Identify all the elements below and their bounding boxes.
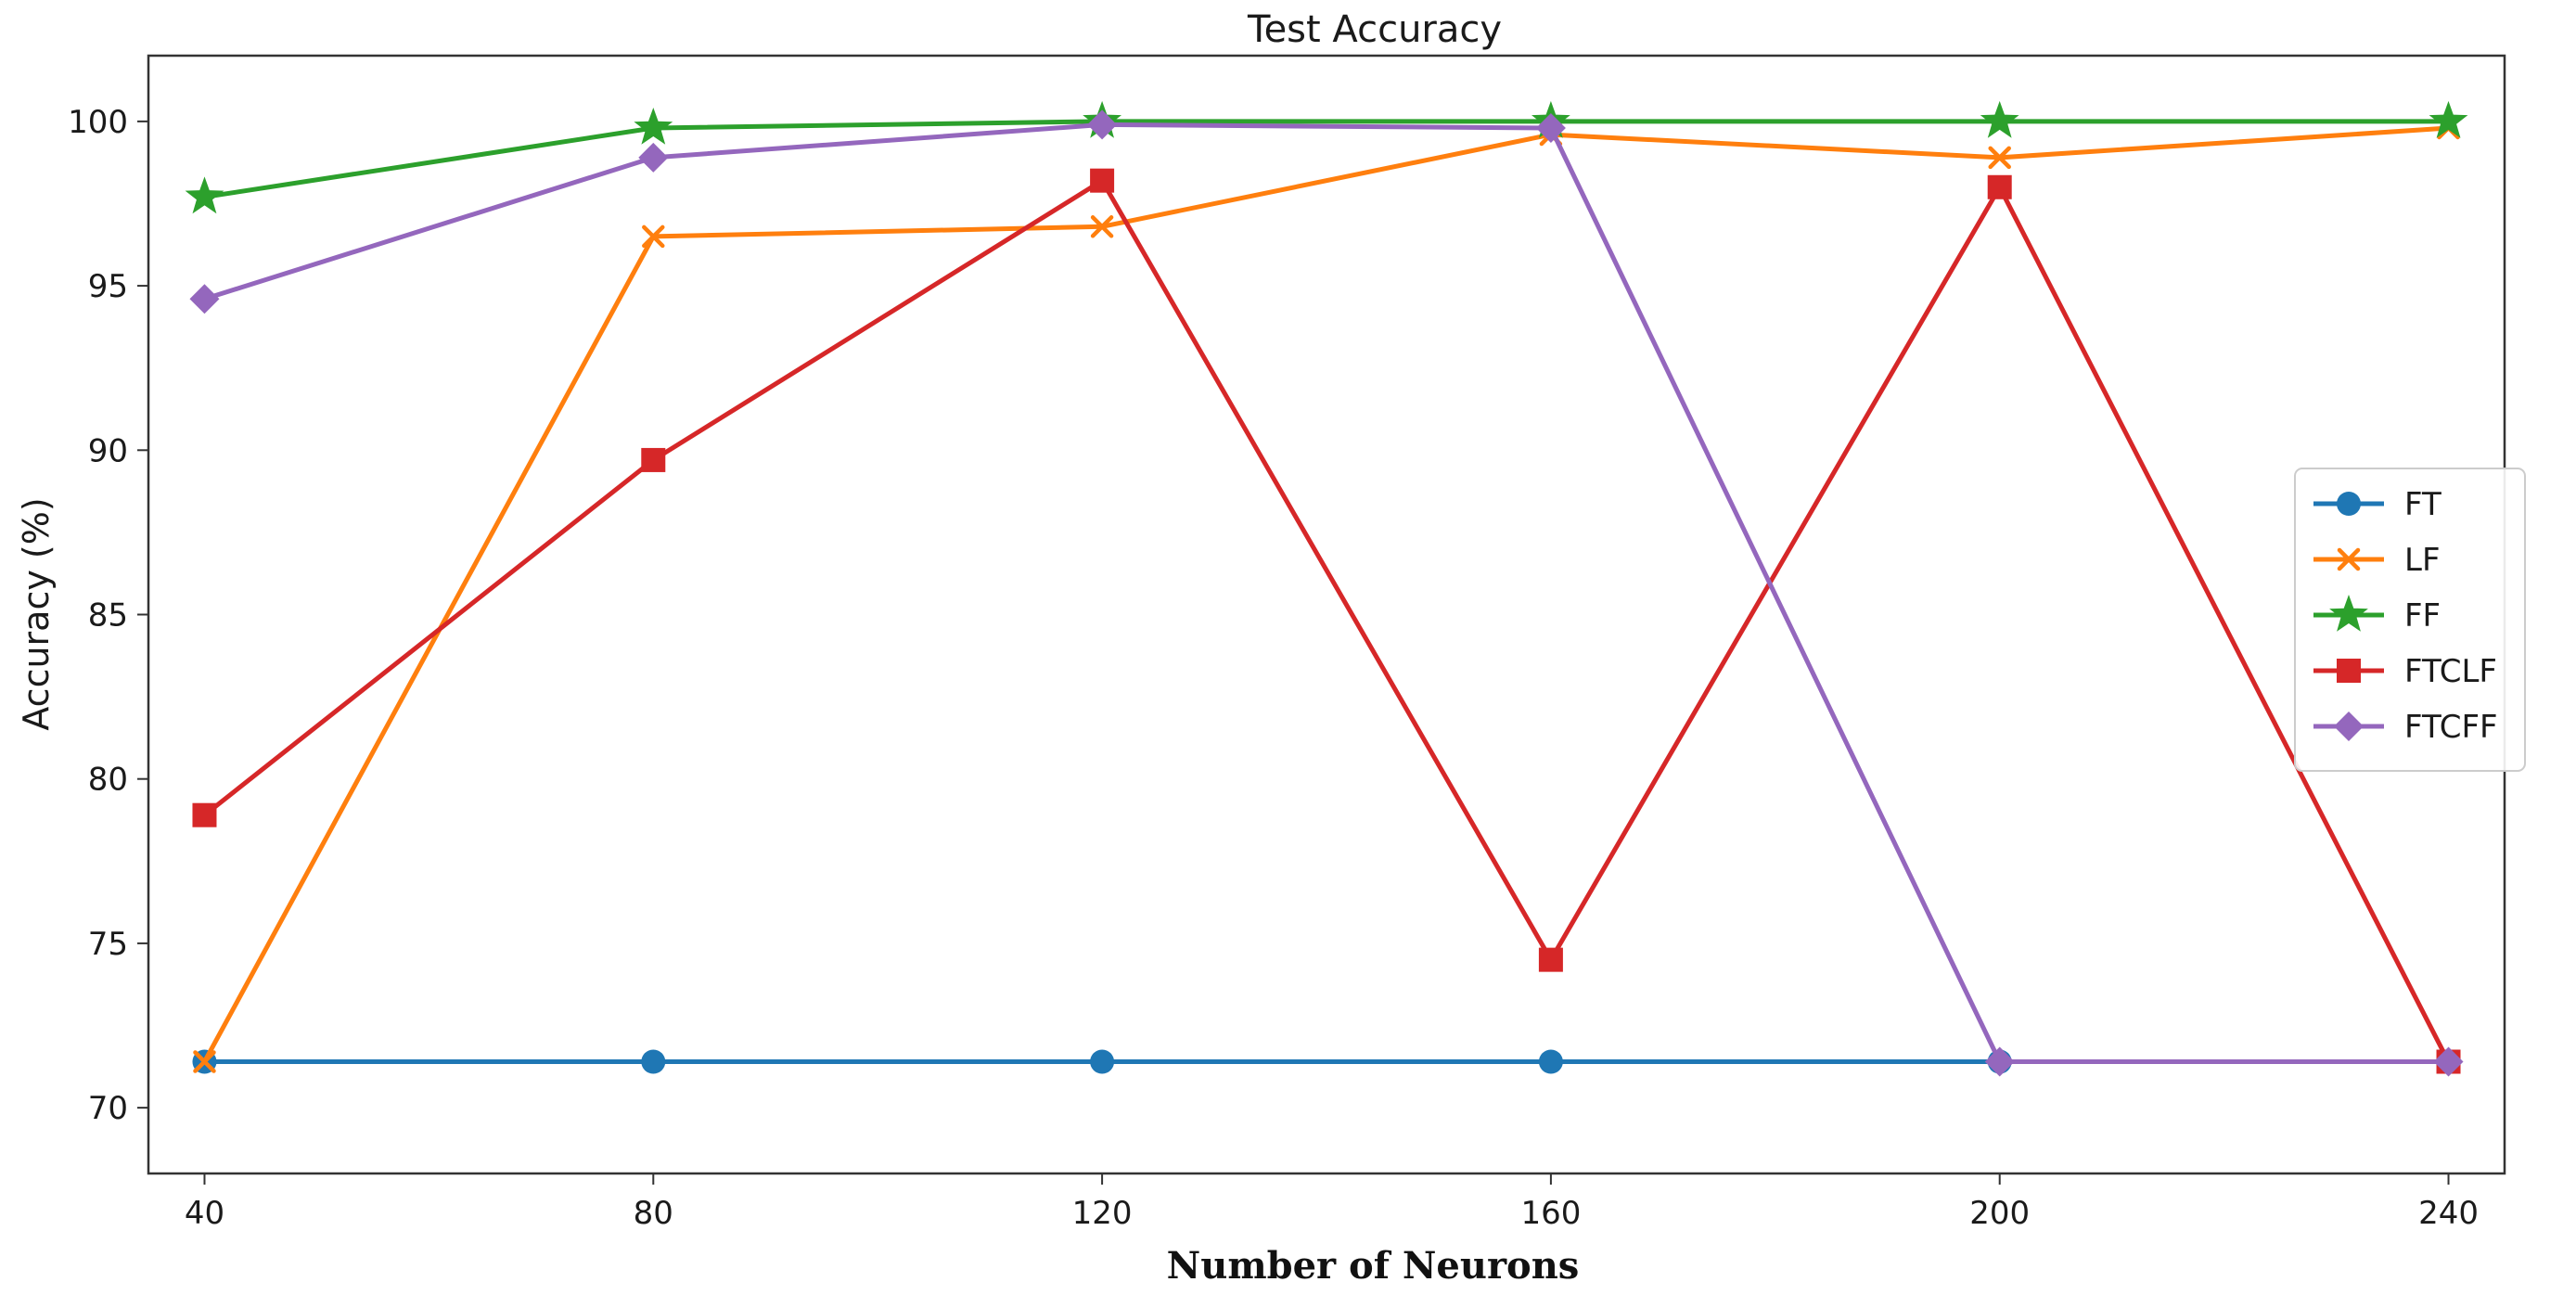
data-point-lf: [193, 1050, 216, 1073]
series-layer: [185, 100, 2468, 1077]
legend-item-ftcff: FTCFF: [2313, 709, 2498, 746]
series-line-ftcff: [203, 122, 2449, 1064]
x-tick-label: 80: [634, 1195, 673, 1232]
x-tick-label: 200: [1969, 1195, 2030, 1232]
chart-title: Test Accuracy: [1247, 8, 1502, 51]
legend-box: [2294, 468, 2526, 772]
data-point-ftcff: [638, 142, 669, 173]
y-tick-label: 100: [68, 104, 128, 141]
data-point-ftclf: [1538, 947, 1563, 972]
data-point-ftclf: [1987, 174, 2012, 199]
plot-frame: [147, 54, 2506, 1175]
data-point-ftcff: [1535, 112, 1566, 143]
x-axis-label: Number of Neurons: [1167, 1244, 1580, 1288]
data-point-ff: [185, 176, 224, 214]
legend-label: FTCFF: [2404, 709, 2498, 746]
data-point-ftclf: [1090, 168, 1115, 193]
y-axis-label: Accuracy (%): [16, 497, 57, 730]
legend-swatch-marker: [2337, 547, 2361, 571]
data-point-ftclf: [192, 802, 217, 827]
data-point-lf: [1090, 215, 1114, 238]
y-tick-label: 70: [88, 1090, 128, 1127]
series-ftcff: [189, 109, 2464, 1077]
legend-item-ft: FT: [2313, 486, 2441, 523]
series-lf: [193, 116, 2460, 1073]
y-axis: 70 75 80 85 90 95 100: [68, 104, 148, 1127]
y-tick-label: 75: [88, 926, 128, 963]
x-axis: 40 80 120 160 200 240: [185, 1173, 2479, 1232]
data-point-ft: [1090, 1049, 1115, 1074]
series-line-ff: [204, 119, 2449, 199]
x-tick-label: 240: [2418, 1195, 2479, 1232]
data-point-ff: [1980, 100, 2019, 138]
y-tick-label: 95: [88, 268, 128, 305]
data-point-ff: [2429, 100, 2468, 138]
x-tick-label: 120: [1072, 1195, 1133, 1232]
series-line-lf: [202, 125, 2449, 1063]
legend-swatch-marker: [2334, 712, 2364, 741]
y-tick-label: 90: [88, 432, 128, 469]
x-tick-label: 160: [1520, 1195, 1581, 1232]
data-point-lf: [642, 224, 665, 249]
legend-label: LF: [2404, 542, 2441, 579]
legend-item-ftclf: FTCLF: [2313, 653, 2497, 690]
legend-item-ff: FF: [2313, 595, 2441, 635]
legend-item-lf: LF: [2313, 542, 2441, 579]
data-point-lf: [1988, 146, 2011, 170]
data-point-ftcff: [1087, 109, 1118, 140]
legend-label: FT: [2404, 486, 2441, 523]
data-point-ftcff: [1984, 1046, 2015, 1077]
data-point-ft: [1538, 1049, 1563, 1074]
data-point-ft: [641, 1049, 666, 1074]
legend-label: FTCLF: [2404, 653, 2497, 690]
data-point-ff: [634, 108, 673, 145]
data-point-ftcff: [189, 284, 220, 314]
legend-label: FF: [2404, 597, 2441, 635]
series-line-ftclf: [202, 178, 2451, 1063]
data-point-ftclf: [641, 447, 666, 472]
legend-swatch-marker: [2337, 492, 2361, 516]
series-ftclf: [192, 168, 2461, 1074]
legend: FT LF FF FTCLF FTCFF: [2294, 468, 2526, 772]
x-tick-label: 40: [185, 1195, 224, 1232]
legend-swatch-marker: [2329, 595, 2368, 632]
y-tick-label: 85: [88, 597, 128, 635]
y-tick-label: 80: [88, 762, 128, 799]
data-point-ftcff: [2433, 1046, 2464, 1077]
legend-swatch-marker: [2337, 659, 2361, 683]
